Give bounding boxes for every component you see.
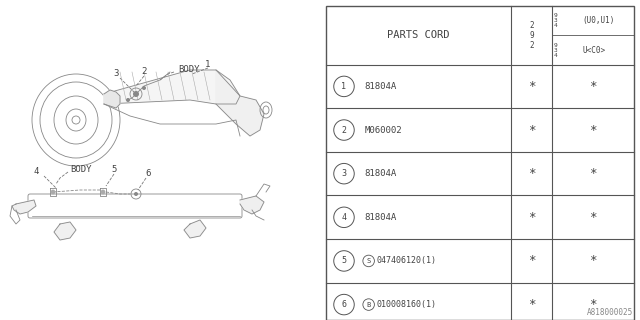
Text: *: * <box>589 167 596 180</box>
Text: 3: 3 <box>342 169 346 178</box>
Text: *: * <box>528 211 535 224</box>
Text: 2
9
2: 2 9 2 <box>529 21 534 50</box>
Text: 047406120(1): 047406120(1) <box>377 256 437 266</box>
Text: *: * <box>528 124 535 137</box>
Text: 5: 5 <box>342 256 346 266</box>
Text: 9
3
4: 9 3 4 <box>554 13 557 28</box>
Text: 9
3
4: 9 3 4 <box>554 43 557 58</box>
Circle shape <box>51 189 56 194</box>
Text: BODY: BODY <box>70 165 92 174</box>
Text: *: * <box>589 254 596 268</box>
Text: 010008160(1): 010008160(1) <box>377 300 437 309</box>
Text: 81804A: 81804A <box>365 82 397 91</box>
Text: 5: 5 <box>111 165 116 174</box>
Text: 6: 6 <box>342 300 346 309</box>
Text: M060002: M060002 <box>365 125 403 134</box>
Text: *: * <box>528 167 535 180</box>
Polygon shape <box>240 196 264 214</box>
Text: 2: 2 <box>342 125 346 134</box>
Text: *: * <box>528 254 535 268</box>
Polygon shape <box>104 90 120 108</box>
Text: 3: 3 <box>113 69 118 78</box>
Polygon shape <box>12 200 36 214</box>
Text: BODY: BODY <box>178 65 200 74</box>
Text: *: * <box>589 298 596 311</box>
Text: (U0,U1): (U0,U1) <box>582 16 615 26</box>
Text: 81804A: 81804A <box>365 213 397 222</box>
Text: *: * <box>589 211 596 224</box>
Text: 1: 1 <box>342 82 346 91</box>
Text: 2: 2 <box>141 67 147 76</box>
Text: *: * <box>528 298 535 311</box>
Polygon shape <box>104 70 240 104</box>
Text: 81804A: 81804A <box>365 169 397 178</box>
Text: *: * <box>528 80 535 93</box>
Text: *: * <box>589 80 596 93</box>
Polygon shape <box>54 222 76 240</box>
Circle shape <box>126 98 130 102</box>
Polygon shape <box>216 70 264 136</box>
Text: A818000025: A818000025 <box>588 308 634 317</box>
Circle shape <box>134 192 138 196</box>
Polygon shape <box>184 220 206 238</box>
Text: B: B <box>367 301 371 308</box>
Text: 4: 4 <box>342 213 346 222</box>
Text: U<C0>: U<C0> <box>582 45 605 54</box>
Text: S: S <box>367 258 371 264</box>
Circle shape <box>100 189 106 194</box>
Text: PARTS CORD: PARTS CORD <box>387 30 450 41</box>
Text: *: * <box>589 124 596 137</box>
Circle shape <box>142 86 146 90</box>
Circle shape <box>133 91 139 97</box>
Text: 1: 1 <box>205 60 211 69</box>
Text: 4: 4 <box>33 167 38 176</box>
Text: 6: 6 <box>145 169 150 178</box>
